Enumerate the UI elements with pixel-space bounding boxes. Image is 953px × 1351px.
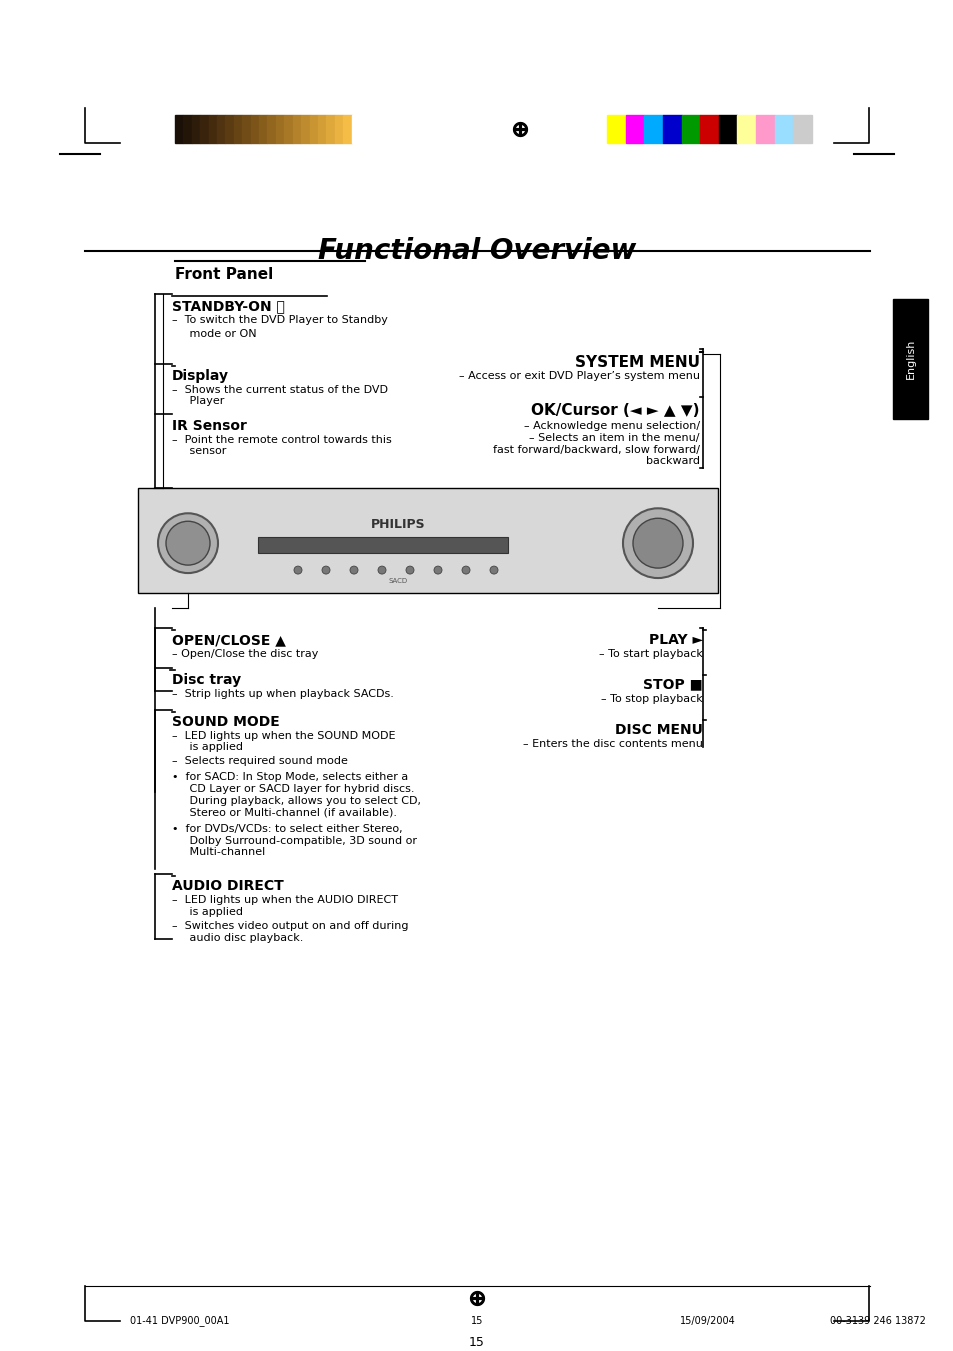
Bar [343, 115, 352, 142]
Bar [335, 115, 343, 142]
Text: – Selects an item in the menu/: – Selects an item in the menu/ [529, 432, 700, 443]
Bar [225, 115, 233, 142]
Text: PLAY ►: PLAY ► [648, 632, 702, 647]
Bar [718, 115, 737, 142]
Circle shape [158, 513, 218, 573]
Text: SACD: SACD [388, 578, 407, 584]
Text: DISC MENU: DISC MENU [615, 723, 702, 736]
Circle shape [622, 508, 692, 578]
Bar [756, 115, 774, 142]
Bar [200, 115, 209, 142]
Text: –  Selects required sound mode: – Selects required sound mode [172, 757, 348, 766]
Text: –  To switch the DVD Player to Standby: – To switch the DVD Player to Standby [172, 315, 388, 326]
Text: – Enters the disc contents menu: – Enters the disc contents menu [522, 739, 702, 748]
Bar [233, 115, 242, 142]
Bar [317, 115, 326, 142]
Circle shape [166, 521, 210, 565]
Text: –  Strip lights up when playback SACDs.: – Strip lights up when playback SACDs. [172, 689, 394, 698]
Text: Front Panel: Front Panel [174, 267, 273, 282]
Text: Display: Display [172, 369, 229, 382]
Circle shape [406, 566, 414, 574]
Bar [217, 115, 225, 142]
Bar [793, 115, 811, 142]
Bar [737, 115, 756, 142]
Text: –  Switches video output on and off during
     audio disc playback.: – Switches video output on and off durin… [172, 921, 408, 943]
Text: Functional Overview: Functional Overview [317, 238, 636, 265]
Text: IR Sensor: IR Sensor [172, 419, 247, 432]
Text: – Access or exit DVD Player’s system menu: – Access or exit DVD Player’s system men… [458, 370, 700, 381]
Bar [352, 115, 359, 142]
Bar [267, 115, 275, 142]
Text: OK/Cursor (◄ ► ▲ ▼): OK/Cursor (◄ ► ▲ ▼) [531, 403, 700, 417]
Bar [892, 299, 927, 419]
Text: SYSTEM MENU: SYSTEM MENU [575, 355, 700, 370]
Text: – Open/Close the disc tray: – Open/Close the disc tray [172, 648, 318, 659]
Text: –  LED lights up when the AUDIO DIRECT
     is applied: – LED lights up when the AUDIO DIRECT is… [172, 894, 397, 916]
Circle shape [322, 566, 330, 574]
Circle shape [434, 566, 441, 574]
Text: mode or ON: mode or ON [172, 328, 256, 339]
Text: 00-3139 246 13872: 00-3139 246 13872 [829, 1316, 925, 1325]
Text: STOP ■: STOP ■ [642, 678, 702, 692]
Text: – To start playback: – To start playback [598, 648, 702, 659]
Text: 15: 15 [471, 1316, 482, 1325]
Bar [257, 538, 507, 553]
Bar [643, 115, 662, 142]
Text: –  Point the remote control towards this
     sensor: – Point the remote control towards this … [172, 435, 392, 457]
Bar [625, 115, 643, 142]
Bar [301, 115, 309, 142]
Text: •  for SACD: In Stop Mode, selects either a
     CD Layer or SACD layer for hybr: • for SACD: In Stop Mode, selects either… [172, 773, 420, 817]
Bar [326, 115, 335, 142]
Bar [251, 115, 259, 142]
Text: 01-41 DVP900_00A1: 01-41 DVP900_00A1 [130, 1316, 230, 1327]
Text: English: English [904, 339, 915, 380]
Text: AUDIO DIRECT: AUDIO DIRECT [172, 880, 283, 893]
Text: PHILIPS: PHILIPS [371, 519, 425, 531]
Bar [183, 115, 192, 142]
Text: SOUND MODE: SOUND MODE [172, 715, 279, 728]
Bar [174, 115, 183, 142]
Text: backward: backward [645, 457, 700, 466]
Text: 15/09/2004: 15/09/2004 [679, 1316, 735, 1325]
Text: fast forward/backward, slow forward/: fast forward/backward, slow forward/ [493, 444, 700, 454]
Text: OPEN/CLOSE ▲: OPEN/CLOSE ▲ [172, 632, 286, 647]
Bar [138, 488, 718, 593]
Bar [293, 115, 301, 142]
Bar [700, 115, 718, 142]
Text: –  LED lights up when the SOUND MODE
     is applied: – LED lights up when the SOUND MODE is a… [172, 731, 395, 753]
Text: –  Shows the current status of the DVD
     Player: – Shows the current status of the DVD Pl… [172, 385, 388, 407]
Bar [192, 115, 200, 142]
Bar [662, 115, 680, 142]
Bar [275, 115, 284, 142]
Text: 15: 15 [469, 1336, 484, 1348]
Circle shape [633, 519, 682, 567]
Circle shape [490, 566, 497, 574]
Bar [242, 115, 251, 142]
Bar [606, 115, 625, 142]
Bar [680, 115, 700, 142]
Circle shape [350, 566, 357, 574]
Bar [284, 115, 293, 142]
Text: STANDBY-ON ⏻: STANDBY-ON ⏻ [172, 299, 285, 313]
Circle shape [461, 566, 470, 574]
Bar [259, 115, 267, 142]
Bar [774, 115, 793, 142]
Text: – To stop playback: – To stop playback [600, 693, 702, 704]
Text: Disc tray: Disc tray [172, 673, 241, 686]
Circle shape [294, 566, 302, 574]
Bar [309, 115, 317, 142]
Circle shape [377, 566, 386, 574]
Text: – Acknowledge menu selection/: – Acknowledge menu selection/ [523, 420, 700, 431]
Bar [209, 115, 217, 142]
Text: •  for DVDs/VCDs: to select either Stereo,
     Dolby Surround-compatible, 3D so: • for DVDs/VCDs: to select either Stereo… [172, 824, 416, 858]
